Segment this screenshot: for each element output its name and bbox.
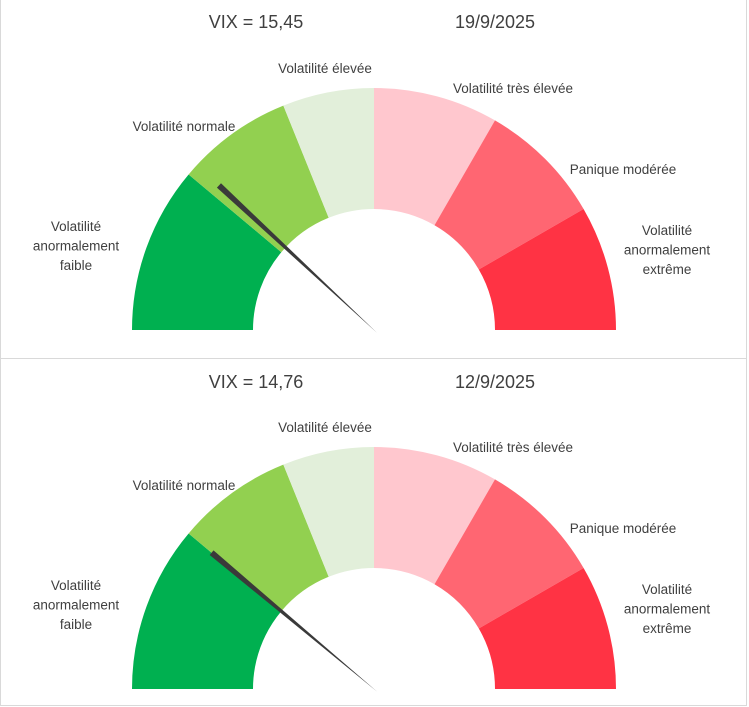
- gauge-segments: [132, 88, 616, 330]
- gauge-segment-label-4: Volatilité très élevée: [453, 81, 573, 96]
- gauge-segment-label-line: anormalement: [624, 243, 711, 258]
- gauge-segment-label-4: Volatilité très élevée: [453, 440, 573, 455]
- gauge-segment-label-line: Volatilité: [642, 582, 692, 597]
- gauge-segment-1: [132, 174, 282, 330]
- gauge-segment-3: [283, 447, 374, 577]
- gauge-needle-group: [209, 550, 378, 692]
- gauge-segment-label-line: Volatilité élevée: [278, 420, 372, 435]
- gauge-segment-label-line: anormalement: [33, 598, 120, 613]
- gauge-segment-label-line: faible: [60, 617, 92, 632]
- gauge-segment-label-1: Volatilité anormalement faible: [33, 219, 120, 273]
- gauge-segment-label-5: Panique modérée: [570, 521, 677, 536]
- gauge-segment-label-line: Volatilité: [51, 219, 101, 234]
- gauge-segment-label-line: Panique modérée: [570, 521, 677, 536]
- gauge-segments: [132, 447, 616, 689]
- gauge-segment-label-line: extrême: [643, 262, 692, 277]
- vix-gauge-chart-current: Volatilité anormalement faible Volatilité n…: [33, 12, 711, 333]
- gauge-needle: [209, 550, 378, 692]
- gauge-segment-label-3: Volatilité élevée: [278, 61, 372, 76]
- gauge-segment-label-line: Volatilité très élevée: [453, 81, 573, 96]
- gauge-needle-group: [216, 183, 377, 333]
- gauge-panel-current: Volatilité anormalement faible Volatilité n…: [0, 0, 747, 359]
- gauge-segment-label-line: extrême: [643, 621, 692, 636]
- vix-value-title: VIX = 14,76: [209, 372, 304, 392]
- vix-date-title: 19/9/2025: [455, 12, 535, 32]
- gauge-segment-6: [478, 209, 616, 330]
- gauge-segment-4: [374, 88, 495, 226]
- vix-gauge-chart-previous: Volatilité anormalement faible Volatilité n…: [33, 372, 711, 692]
- gauge-segment-label-2: Volatilité normale: [133, 478, 236, 493]
- gauge-segment-label-line: Volatilité normale: [133, 119, 236, 134]
- gauge-segment-6: [478, 568, 616, 689]
- gauge-labels: Volatilité anormalement faible Volatilité n…: [33, 61, 711, 277]
- gauge-segment-label-line: Volatilité: [642, 223, 692, 238]
- gauge-segment-label-6: Volatilité anormalement extrême: [624, 223, 711, 277]
- gauge-panel-previous: Volatilité anormalement faible Volatilité n…: [0, 358, 747, 706]
- gauge-segment-4: [374, 447, 495, 585]
- gauge-segment-label-2: Volatilité normale: [133, 119, 236, 134]
- gauge-segment-label-line: anormalement: [33, 239, 120, 254]
- gauge-segment-2: [188, 464, 329, 612]
- gauge-segment-label-line: Volatilité très élevée: [453, 440, 573, 455]
- gauge-segment-label-line: faible: [60, 258, 92, 273]
- gauge-segment-label-6: Volatilité anormalement extrême: [624, 582, 711, 636]
- gauge-segment-label-line: Volatilité: [51, 578, 101, 593]
- gauge-segment-label-line: Volatilité normale: [133, 478, 236, 493]
- gauge-labels: Volatilité anormalement faible Volatilité n…: [33, 420, 711, 636]
- gauge-segment-label-1: Volatilité anormalement faible: [33, 578, 120, 632]
- gauge-segment-label-5: Panique modérée: [570, 162, 677, 177]
- gauge-segment-5: [434, 120, 584, 270]
- vix-date-title: 12/9/2025: [455, 372, 535, 392]
- gauge-segment-label-line: Volatilité élevée: [278, 61, 372, 76]
- gauge-segment-label-line: Panique modérée: [570, 162, 677, 177]
- gauge-needle: [216, 183, 377, 333]
- gauge-segment-5: [434, 479, 584, 629]
- gauge-segment-2: [188, 105, 329, 253]
- gauge-segment-label-3: Volatilité élevée: [278, 420, 372, 435]
- vix-value-title: VIX = 15,45: [209, 12, 304, 32]
- gauge-segment-label-line: anormalement: [624, 602, 711, 617]
- gauge-segment-3: [283, 88, 374, 218]
- gauge-segment-1: [132, 533, 282, 689]
